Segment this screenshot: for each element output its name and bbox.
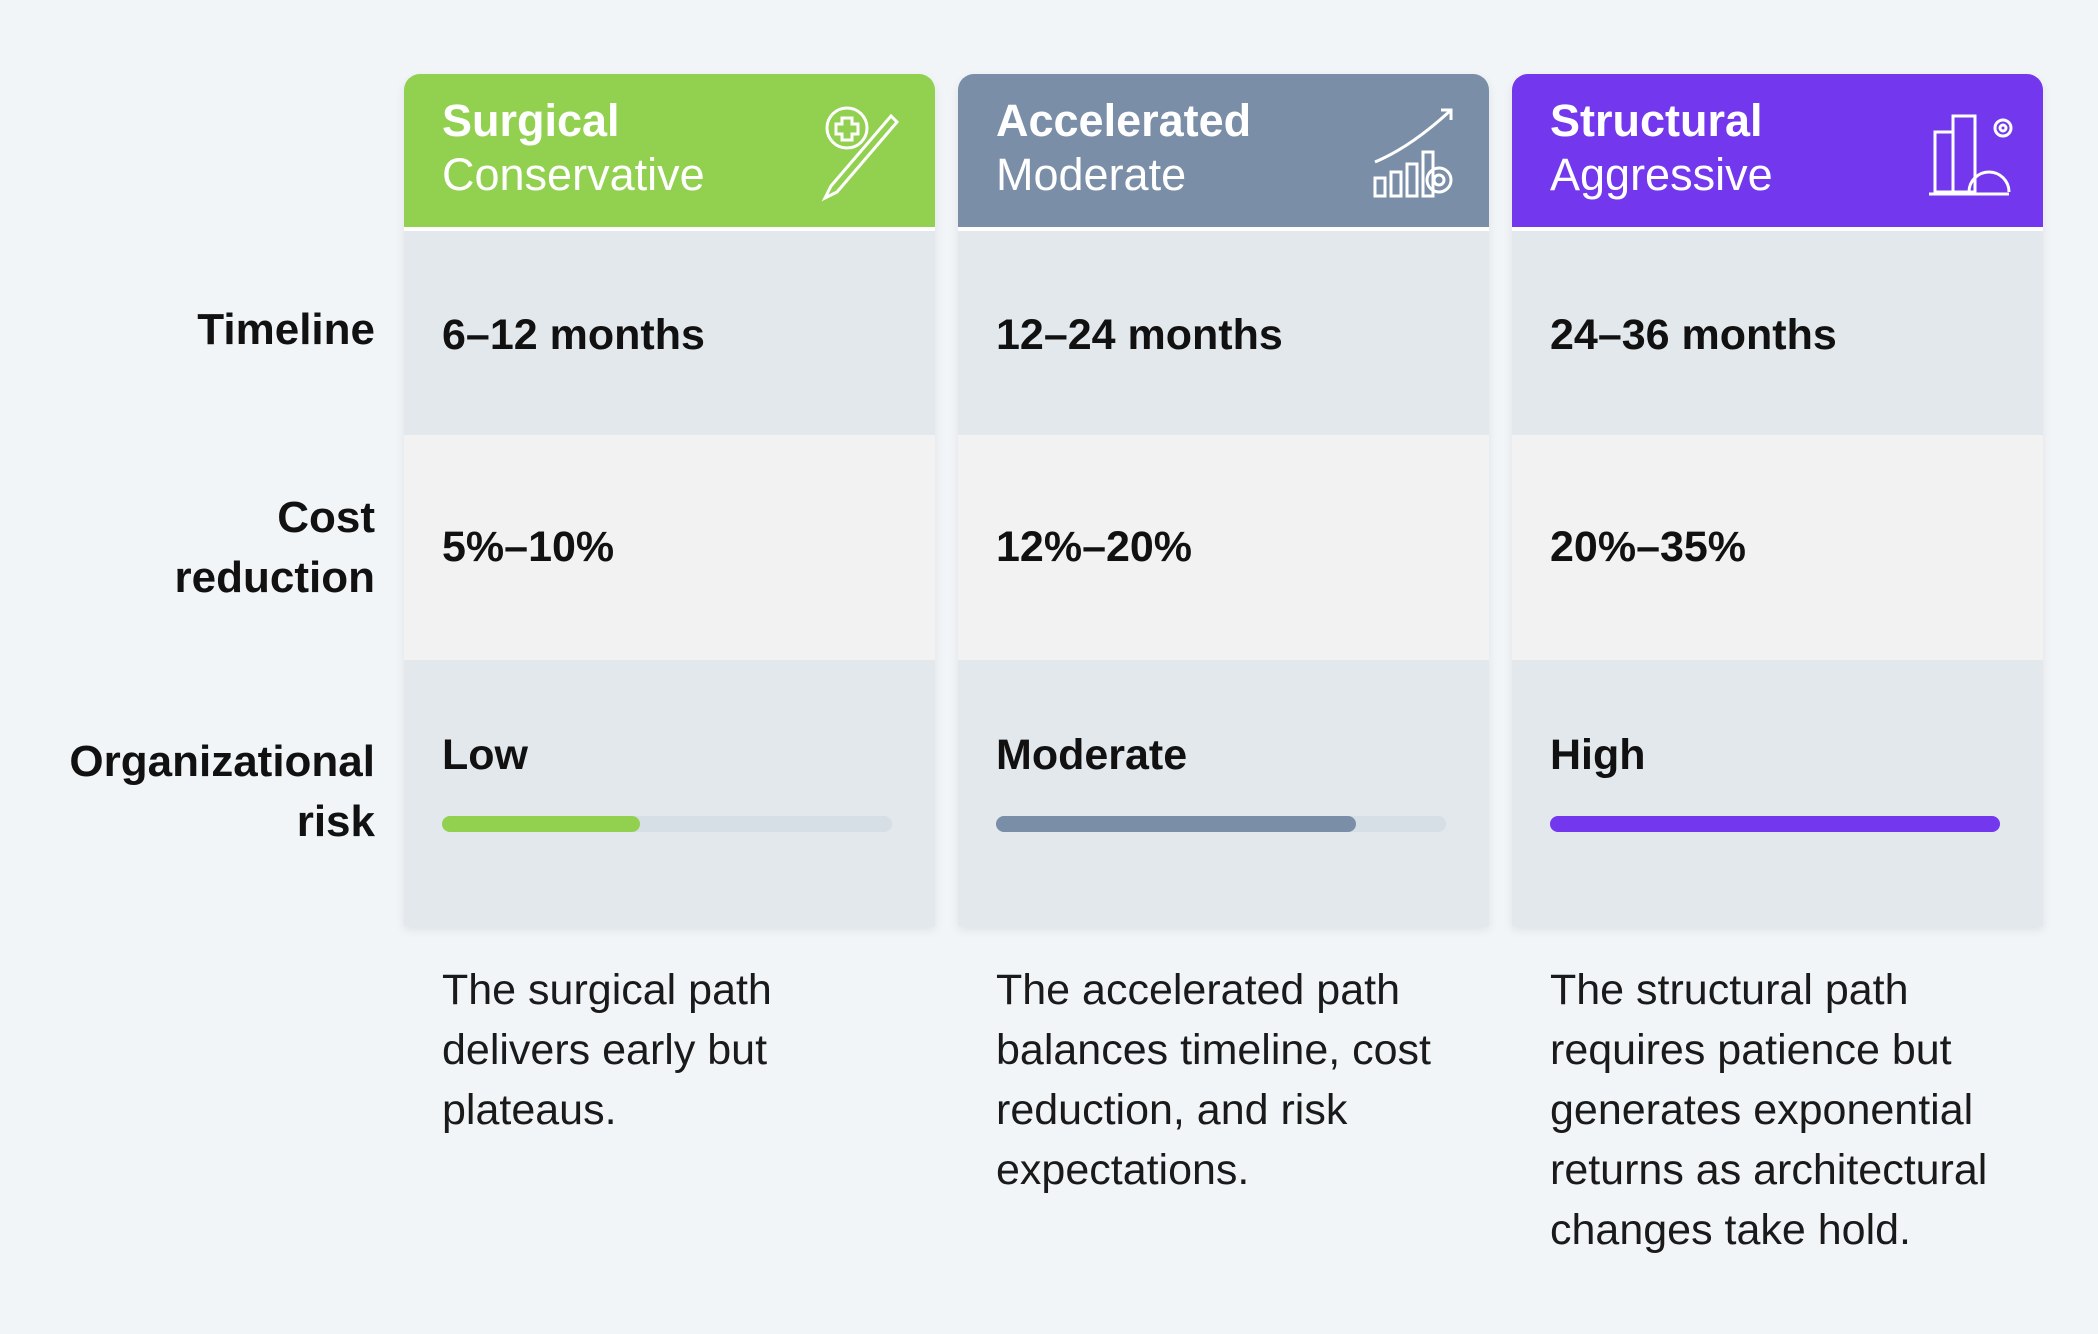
risk-value: Moderate (996, 731, 1188, 779)
column-title: Accelerated (996, 95, 1252, 146)
cost-value: 20%–35% (1550, 523, 1747, 571)
column-subtitle: Moderate (996, 149, 1187, 200)
description: The structural path requires patience bu… (1550, 966, 1988, 1254)
icon (1373, 108, 1453, 198)
row-label: Organizational risk (69, 737, 375, 846)
cost-cell: 20%–35% (1512, 435, 2043, 660)
column: Surgical Conservative 6–12 months 5%–10%… (404, 74, 935, 926)
column-header: Structural Aggressive (1512, 74, 2043, 227)
risk-fill (442, 816, 640, 832)
cost-cell: 12%–20% (958, 435, 1489, 660)
risk-value: High (1550, 731, 1646, 779)
risk-track (442, 816, 892, 832)
risk-track (1550, 816, 2000, 832)
column: Accelerated Moderate 12–24 months 12%–20… (958, 74, 1489, 926)
timeline-cell: 12–24 months (958, 227, 1489, 435)
icon (1929, 114, 2013, 196)
description: The surgical path delivers early but pla… (442, 966, 772, 1134)
timeline-cell: 6–12 months (404, 227, 935, 435)
risk-value: Low (442, 731, 528, 779)
description: The accelerated path balances timeline, … (996, 966, 1431, 1194)
column-title: Structural (1550, 95, 1763, 146)
timeline-value: 24–36 months (1550, 311, 1837, 359)
risk-fill (996, 816, 1356, 832)
risk-track (996, 816, 1446, 832)
row-label: Timeline (197, 305, 375, 354)
column-header: Surgical Conservative (404, 74, 935, 227)
timeline-cell: 24–36 months (1512, 227, 2043, 435)
column-title: Surgical (442, 95, 620, 146)
timeline-value: 6–12 months (442, 311, 705, 359)
timeline-value: 12–24 months (996, 311, 1283, 359)
risk-cell: Moderate (958, 660, 1489, 926)
column-subtitle: Conservative (442, 149, 705, 200)
cost-value: 12%–20% (996, 523, 1193, 571)
icon (821, 106, 900, 202)
column-header: Accelerated Moderate (958, 74, 1489, 227)
cost-cell: 5%–10% (404, 435, 935, 660)
column-subtitle: Aggressive (1550, 149, 1773, 200)
risk-fill (1550, 816, 2000, 832)
column: Structural Aggressive 24–36 months 20%–3… (1512, 74, 2043, 926)
risk-cell: Low (404, 660, 935, 926)
risk-cell: High (1512, 660, 2043, 926)
cost-value: 5%–10% (442, 523, 615, 571)
row-label: Cost reduction (174, 493, 375, 602)
